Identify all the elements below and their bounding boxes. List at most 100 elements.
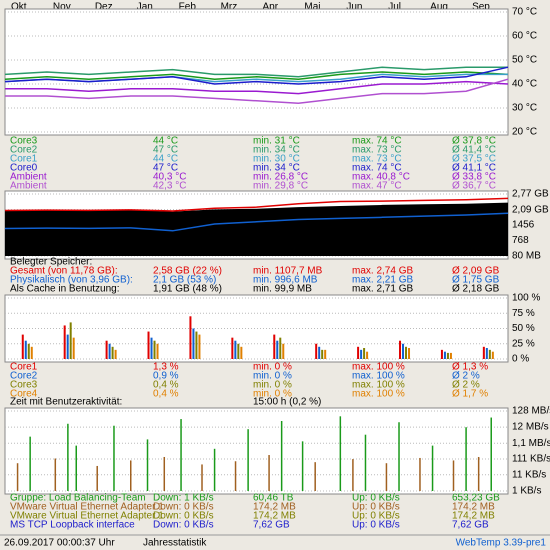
- y-tick-label: 75 %: [512, 308, 535, 319]
- row-cell: Up: 0 KB/s: [352, 520, 400, 531]
- row-cell: max. 73 °C: [352, 145, 402, 156]
- row-cell: Ø 1,7 %: [452, 389, 488, 400]
- row-cell: Core3: [10, 136, 38, 147]
- cpu-bar: [30, 346, 33, 359]
- series-line: [4, 66, 509, 85]
- cpu-bar: [189, 316, 192, 359]
- y-tick-label: 1 KB/s: [512, 486, 541, 497]
- row-cell: Ø 36,7 °C: [452, 181, 496, 192]
- row-cell: Ø 2,18 GB: [452, 284, 500, 295]
- plot-area: [4, 294, 509, 363]
- row-cell: min. 0 %: [253, 380, 292, 391]
- memory-heading: Belegter Speicher:: [10, 257, 92, 268]
- cpu-bar: [240, 346, 243, 359]
- row-cell: max. 73 °C: [352, 154, 402, 165]
- cpu-bar: [491, 351, 494, 359]
- cpu-bar: [485, 348, 488, 359]
- row-cell: Ø 2 %: [452, 371, 480, 382]
- series-line: [4, 71, 509, 80]
- row-cell: Down: 0 KB/s: [153, 511, 214, 522]
- month-label: Mai: [304, 2, 320, 13]
- y-tick-label: 40 °C: [512, 79, 537, 90]
- cpu-bar: [27, 343, 30, 359]
- row-cell: Gesamt (von 11,78 GB):: [10, 266, 118, 277]
- cpu-bar: [198, 334, 201, 359]
- y-tick-label: 1,1 MB/s: [512, 438, 550, 449]
- row-cell: Core1: [10, 154, 38, 165]
- row-cell: VMware Virtual Ethernet Adapter 1: [10, 511, 164, 522]
- row-cell: max. 100 %: [352, 362, 405, 373]
- row-cell: 47 °C: [153, 145, 178, 156]
- row-cell: 7,62 GB: [253, 520, 290, 531]
- cpu-bar: [156, 343, 159, 359]
- row-cell: MS TCP Loopback interface: [10, 520, 135, 531]
- row-cell: 0,9 %: [153, 371, 179, 382]
- cpu-bar: [399, 340, 402, 359]
- row-cell: 174,2 MB: [253, 502, 296, 513]
- row-cell: 0,4 %: [153, 389, 179, 400]
- row-cell: Core0: [10, 163, 38, 174]
- row-cell: 1,91 GB (48 %): [153, 284, 222, 295]
- y-tick-label: 100 %: [512, 293, 540, 304]
- row-cell: Physikalisch (von 3,96 GB):: [10, 275, 133, 286]
- row-cell: min. 1107,7 MB: [253, 266, 323, 277]
- row-cell: Core1: [10, 362, 38, 373]
- row-cell: min. 0 %: [253, 389, 292, 400]
- cpu-bar: [318, 346, 321, 359]
- month-label: Apr: [263, 2, 279, 13]
- row-cell: 47 °C: [153, 163, 178, 174]
- cpu-bar: [63, 325, 66, 359]
- row-cell: min. 99,9 MB: [253, 284, 312, 295]
- row-cell: max. 74 °C: [352, 136, 402, 147]
- month-label: Dez: [95, 2, 113, 13]
- y-tick-label: 11 KB/s: [512, 469, 546, 480]
- cpu-bar: [363, 348, 366, 359]
- row-cell: Ø 2,09 GB: [452, 266, 500, 277]
- row-cell: Ø 33,8 °C: [452, 172, 496, 183]
- row-cell: Ø 37,5 °C: [452, 154, 496, 165]
- row-cell: Up: 0 KB/s: [352, 493, 400, 504]
- cpu-bar: [114, 349, 117, 359]
- activity-label: Zeit mit Benutzeraktivität:: [10, 397, 122, 408]
- row-cell: Core2: [10, 371, 38, 382]
- cpu-bar: [273, 334, 276, 359]
- cpu-bar: [21, 334, 24, 359]
- plot-area: [4, 8, 509, 136]
- y-tick-label: 12 MB/s: [512, 422, 549, 433]
- row-cell: 174,2 MB: [253, 511, 296, 522]
- row-cell: 44 °C: [153, 136, 178, 147]
- row-cell: 0,4 %: [153, 380, 179, 391]
- row-cell: Core3: [10, 380, 38, 391]
- month-label: Nov: [53, 2, 71, 13]
- y-tick-label: 2,77 GB: [512, 189, 549, 200]
- y-tick-label: 50 %: [512, 323, 535, 334]
- cpu-bar: [276, 340, 279, 359]
- row-cell: min. 31 °C: [253, 136, 300, 147]
- cpu-bar: [279, 337, 282, 359]
- y-tick-label: 70 °C: [512, 7, 537, 18]
- activity-value: 15:00 h (0,2 %): [253, 397, 321, 408]
- cache-area: [5, 202, 508, 256]
- cpu-bar: [440, 349, 443, 359]
- cpu-bar: [105, 340, 108, 359]
- cpu-bar: [446, 352, 449, 359]
- cpu-bar: [443, 351, 446, 359]
- y-tick-label: 1456: [512, 220, 535, 231]
- cpu-bar: [237, 343, 240, 359]
- y-tick-label: 2,09 GB: [512, 204, 549, 215]
- y-tick-label: 60 °C: [512, 31, 537, 42]
- row-cell: Ø 37,8 °C: [452, 136, 496, 147]
- cpu-bar: [402, 343, 405, 359]
- cpu-bar: [366, 351, 369, 359]
- series-line: [5, 80, 509, 95]
- row-cell: min. 996,6 MB: [253, 275, 318, 286]
- y-tick-label: 20 °C: [512, 127, 537, 138]
- y-tick-label: 111 KB/s: [512, 454, 550, 465]
- row-cell: 2,1 GB (53 %): [153, 275, 216, 286]
- row-cell: Up: 0 KB/s: [352, 502, 400, 513]
- cpu-bar: [192, 328, 195, 359]
- plot-area: [4, 407, 509, 495]
- footer-version[interactable]: WebTemp 3.39-pre1: [456, 538, 547, 549]
- row-cell: Als Cache in Benutzung:: [10, 284, 120, 295]
